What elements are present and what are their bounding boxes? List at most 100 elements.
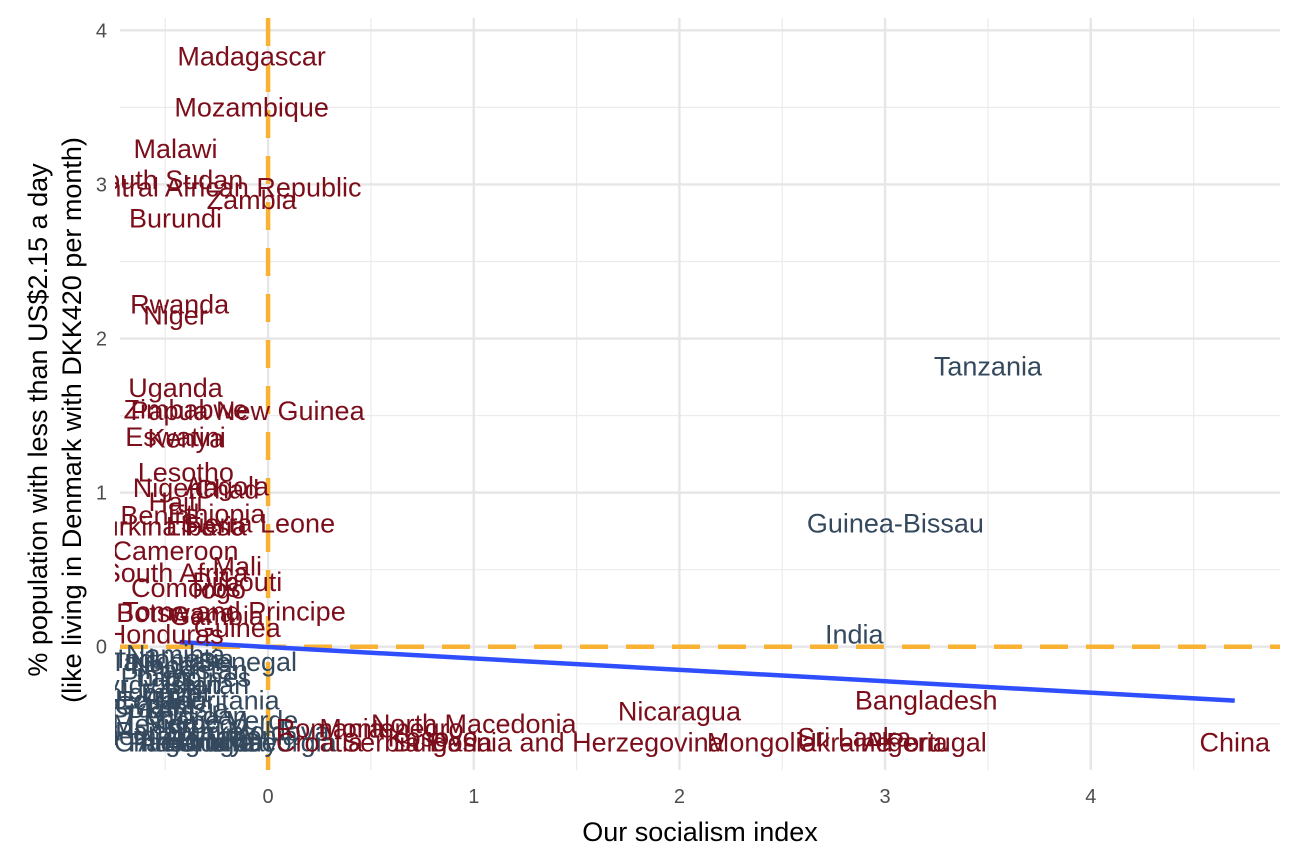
point-label-cluster: Colombia	[88, 678, 203, 708]
point-label-cluster: Bhutan	[164, 670, 250, 700]
point-label-cluster: Bolivia	[167, 724, 248, 754]
point-label-cluster: Thailand	[124, 727, 228, 757]
point-label-cluster: Egypt	[141, 678, 211, 708]
y-tick-label: 1	[96, 483, 107, 505]
point-label: Nepal	[130, 650, 201, 680]
point-label: Benin	[120, 501, 189, 531]
y-axis-title-line-1: % population with less than US$2.15 a da…	[23, 163, 53, 677]
point-label-cluster: Chile	[114, 727, 176, 757]
point-label-cluster: Kyrgyzstan	[88, 670, 222, 700]
point-label: Papua New Guinea	[130, 396, 365, 426]
point-label: Madagascar	[177, 42, 326, 72]
point-label: Chad	[195, 475, 260, 505]
y-axis-ticks: 0 1 2 3 4	[96, 20, 107, 658]
point-label-cluster: Tunisia	[143, 693, 230, 723]
point-label: Honduras	[107, 619, 224, 649]
x-axis-title: Our socialism index	[582, 817, 818, 847]
point-label: Comoros	[131, 573, 241, 603]
y-tick-label: 0	[96, 637, 107, 659]
point-label: India	[825, 619, 885, 649]
x-axis-ticks: 0 1 2 3 4	[263, 786, 1097, 808]
point-label: Guinea-Bissau	[807, 508, 984, 538]
grid-major	[120, 18, 1280, 770]
point-label-cluster: Panama	[115, 716, 217, 746]
point-label-cluster: Mexico	[112, 709, 198, 739]
point-label: Guinea	[194, 613, 282, 643]
point-label: Malawi	[134, 134, 218, 164]
point-label: Ukraine	[797, 727, 890, 757]
point-label: Ethiopia	[168, 499, 267, 529]
point-label-cluster: Tajikistan	[110, 647, 221, 677]
point-label: Cameroon	[113, 536, 239, 566]
reference-lines	[120, 18, 1280, 770]
point-label: Nigeria	[133, 473, 220, 503]
point-label: Tanzania	[934, 351, 1043, 381]
point-label: Gambia	[169, 601, 265, 631]
point-label: Bosnia and Herzegovina	[429, 727, 724, 757]
point-label: Togo	[187, 575, 246, 605]
point-label-cluster: Philippines	[121, 663, 252, 693]
point-label: Bangladesh	[855, 686, 998, 716]
point-label: Mali	[212, 552, 262, 582]
point-label: Angola	[185, 471, 270, 501]
point-label: Cape Verde	[156, 706, 299, 736]
point-label: Nicaragua	[618, 696, 742, 726]
point-label-cluster: Peru	[126, 701, 183, 731]
point-label-cluster: Moldova	[227, 716, 330, 746]
x-tick-label: 1	[468, 786, 479, 808]
x-tick-label: 4	[1085, 786, 1096, 808]
y-tick-label: 3	[96, 174, 107, 196]
point-label-cluster: Morocco	[144, 709, 248, 739]
point-label: Uganda	[128, 373, 224, 403]
trend-line-group	[179, 639, 1235, 703]
point-label: North Macedonia	[371, 709, 578, 739]
point-label-cluster: Pakistan	[144, 655, 248, 685]
point-label: Mongolia	[707, 727, 818, 757]
point-label-cluster: Ecuador	[115, 686, 216, 716]
point-label: Senegal	[198, 647, 297, 677]
y-axis-title-line-2: (like living in Denmark with DKK420 per …	[57, 137, 87, 703]
point-label: Burkina Faso	[86, 512, 245, 542]
point-label: Kenya	[148, 424, 226, 454]
point-label: Botswana	[116, 598, 236, 628]
point-label-cluster: Georgia	[241, 727, 338, 757]
grid-minor	[120, 18, 1280, 770]
y-axis-title: % population with less than US$2.15 a da…	[23, 137, 87, 703]
point-label: Croatia	[276, 727, 364, 757]
point-label: Rwanda	[130, 290, 230, 320]
point-label-cluster: Uruguay	[176, 727, 279, 757]
point-label-cluster: Jordan	[165, 701, 248, 731]
y-tick-label: 2	[96, 329, 107, 351]
point-label: Sri Lanka	[797, 723, 912, 753]
point-label-cluster: Turkey	[176, 716, 258, 746]
point-label: South Africa	[103, 558, 250, 588]
point-label: Algeria	[864, 727, 949, 757]
point-label: Eswatini	[125, 422, 226, 452]
point-label: Mozambique	[174, 92, 329, 122]
point-label: Bulgaria	[393, 727, 493, 757]
point-label-cluster: Brazil	[111, 693, 179, 723]
point-label: Mauritania	[154, 686, 281, 716]
point-label: Kosovo	[388, 723, 478, 753]
point-label: Haiti	[149, 487, 203, 517]
x-tick-label: 3	[880, 786, 891, 808]
point-label: Zambia	[207, 185, 298, 215]
point-label-cluster: Namibia	[126, 639, 226, 669]
point-label: Lesotho	[138, 458, 234, 488]
x-tick-label: 2	[674, 786, 685, 808]
point-label: Sierra Leone	[180, 508, 335, 538]
point-label-cluster: Laos	[136, 663, 195, 693]
point-label-cluster: Indonesia	[117, 644, 235, 674]
x-tick-label: 0	[263, 786, 274, 808]
y-tick-label: 4	[96, 20, 107, 42]
trend-line	[179, 639, 1235, 703]
point-label-cluster: Iran	[224, 727, 271, 757]
point-label-cluster: Vietnam	[95, 721, 194, 751]
point-label: Sao Tome and Principe	[67, 596, 346, 626]
point-label: Djibouti	[192, 567, 282, 597]
point-label: Central African Republic	[72, 173, 362, 203]
